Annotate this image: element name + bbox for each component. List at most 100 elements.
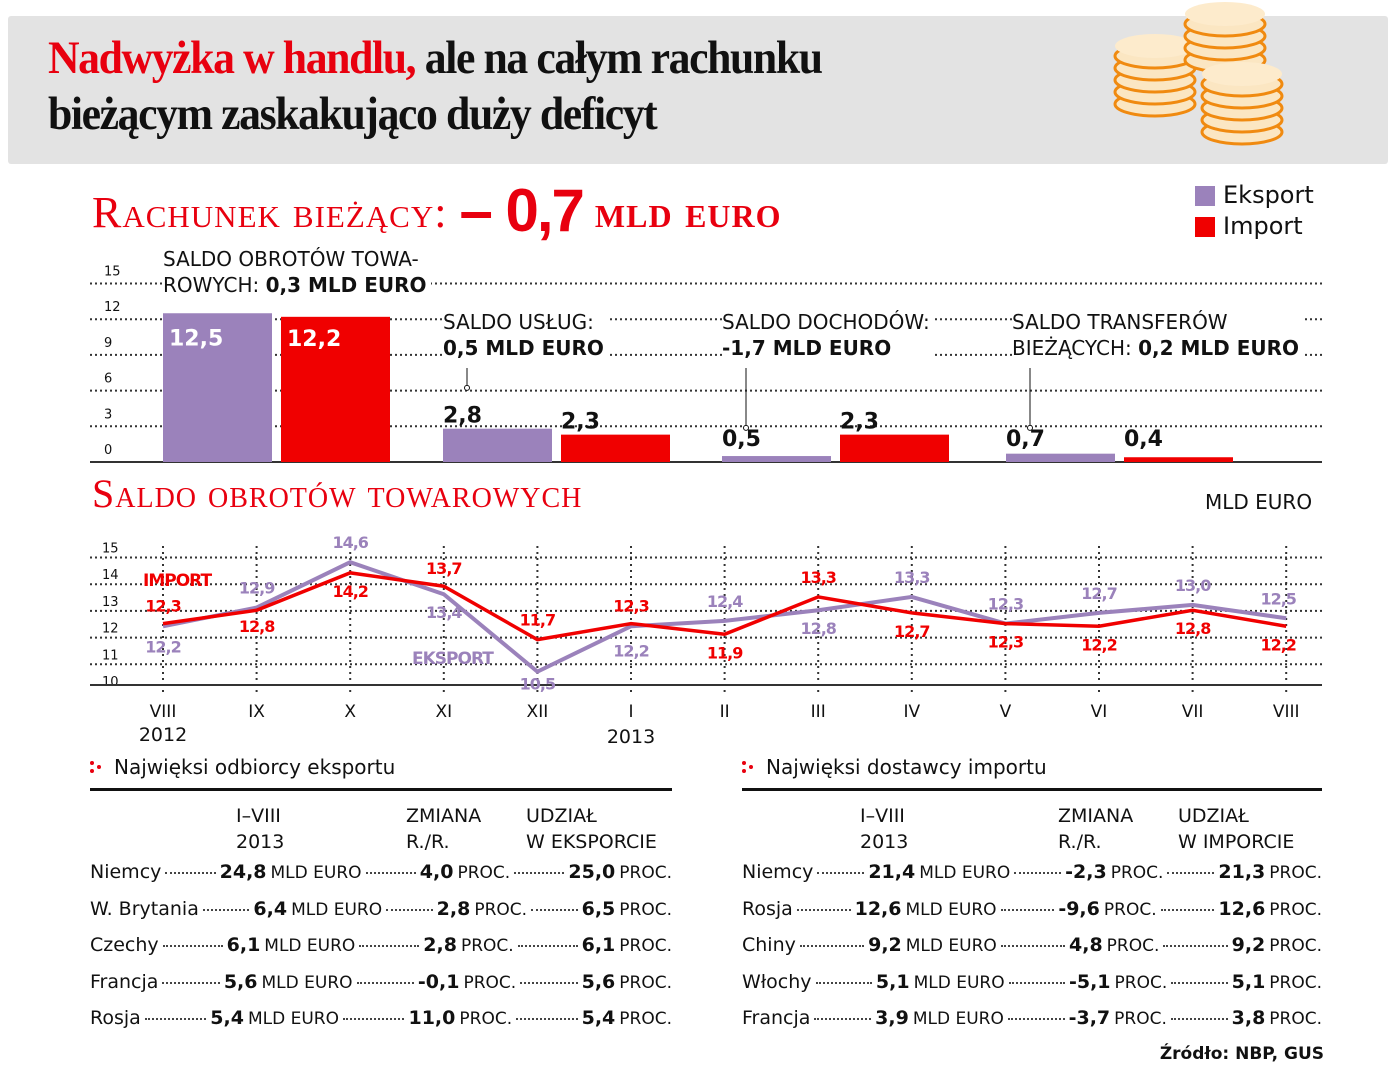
svg-text:VIII: VIII — [150, 702, 177, 722]
svg-text:VI: VI — [1091, 702, 1108, 722]
svg-text:0,7: 0,7 — [1006, 427, 1045, 452]
col-share: UDZIAŁ W IMPORCIE — [1178, 805, 1295, 853]
svg-text:XII: XII — [527, 702, 549, 722]
table-row: Włochy 5,1 MLD EURO -5,1 PROC. 5,1 PROC. — [742, 970, 1323, 993]
svg-text:12,4: 12,4 — [707, 592, 743, 611]
col-change: ZMIANA R./R. — [406, 805, 482, 853]
export-table: Najwięksi odbiorcy eksportu I–VIII 2013 Z… — [90, 752, 672, 1044]
bar-annotation: SALDO TRANSFERÓW BIEŻĄCYCH: 0,2 MLD EURO — [1012, 309, 1304, 361]
svg-text:14: 14 — [102, 568, 119, 583]
svg-text:12,8: 12,8 — [800, 619, 836, 638]
svg-text:12,8: 12,8 — [239, 617, 275, 636]
svg-text:13,3: 13,3 — [800, 568, 835, 587]
table-row: Rosja 5,4 MLD EURO 11,0 PROC. 5,4 PROC. — [90, 1007, 672, 1029]
legend-import-label: Import — [1223, 212, 1303, 240]
line-chart-title: Saldo obrotów towarowych — [92, 471, 583, 516]
svg-text:13,0: 13,0 — [1175, 576, 1211, 595]
table-row: Rosja 12,6 MLD EURO -9,6 PROC. 12,6 PROC. — [742, 897, 1323, 920]
table-row: Chiny 9,2 MLD EURO 4,8 PROC. 9,2 PROC. — [742, 934, 1322, 956]
svg-text:2,3: 2,3 — [561, 410, 600, 435]
svg-text:2,3: 2,3 — [840, 410, 879, 435]
import-swatch — [1195, 216, 1215, 237]
legend-eksport: Eksport — [1195, 180, 1314, 211]
country-name: Francja — [90, 970, 159, 993]
country-name: Niemcy — [90, 861, 162, 883]
legend-import: Import — [1195, 211, 1314, 242]
svg-text:0: 0 — [104, 443, 112, 458]
country-name: W. Brytania — [90, 897, 199, 920]
svg-text:II: II — [720, 702, 730, 722]
svg-text:0,5: 0,5 — [722, 427, 761, 452]
svg-text:14,2: 14,2 — [332, 582, 367, 601]
svg-text:12,8: 12,8 — [1175, 619, 1211, 638]
table-row: Francja 3,9 MLD EURO -3,7 PROC. 3,8 PROC. — [742, 1007, 1323, 1029]
bar-annotation: SALDO DOCHODÓW: -1,7 MLD EURO — [722, 309, 934, 361]
svg-text:XI: XI — [435, 702, 452, 722]
svg-text:12,2: 12,2 — [613, 641, 648, 660]
svg-text:12,3: 12,3 — [145, 597, 180, 616]
svg-text:IV: IV — [903, 702, 920, 722]
svg-text:2013: 2013 — [607, 726, 655, 745]
import-table-rule — [742, 788, 1322, 791]
country-name: Rosja — [742, 897, 793, 920]
table-row: Francja 5,6 MLD EURO -0,1 PROC. 5,6 PROC. — [90, 970, 672, 993]
headline: Nadwyżka w handlu, ale na całym rachunku… — [48, 30, 823, 142]
svg-text:15: 15 — [102, 542, 119, 557]
svg-text:2012: 2012 — [139, 724, 187, 745]
import-table-title-row: Najwięksi dostawcy importu — [742, 752, 1322, 782]
table-row: Czechy 6,1 MLD EURO 2,8 PROC. 6,1 PROC. — [90, 934, 672, 956]
svg-text:14,6: 14,6 — [332, 533, 368, 552]
svg-text:12,9: 12,9 — [239, 579, 275, 598]
table-row: Niemcy 24,8 MLD EURO 4,0 PROC. 25,0 PROC. — [90, 861, 672, 883]
svg-text:12,3: 12,3 — [988, 633, 1023, 652]
svg-text:11,7: 11,7 — [520, 611, 555, 630]
headline-line2: bieżącym zaskakująco duży deficyt — [48, 88, 658, 140]
svg-text:I: I — [628, 702, 633, 722]
svg-text:12: 12 — [104, 300, 121, 315]
bullet-icon — [742, 759, 756, 775]
svg-text:V: V — [1000, 702, 1012, 722]
country-name: Czechy — [90, 934, 159, 956]
import-table-title: Najwięksi dostawcy importu — [766, 755, 1047, 779]
import-table: Najwięksi dostawcy importu I–VIII 2013 ZM… — [742, 752, 1322, 1044]
svg-text:12,7: 12,7 — [1081, 584, 1116, 603]
bar-import — [1124, 457, 1233, 462]
svg-text:13,3: 13,3 — [894, 568, 929, 587]
bullet-icon — [90, 759, 104, 775]
import-table-header: I–VIII 2013 ZMIANA R./R. UDZIAŁ W IMPORCIE — [742, 803, 1322, 861]
svg-text:10,5: 10,5 — [520, 675, 556, 694]
bar-import — [561, 434, 670, 462]
country-name: Rosja — [90, 1007, 141, 1029]
col-change: ZMIANA R./R. — [1058, 805, 1134, 853]
svg-text:X: X — [344, 702, 356, 722]
bar-annotation: SALDO USŁUG: 0,5 MLD EURO — [443, 309, 608, 361]
svg-text:13,7: 13,7 — [426, 559, 461, 578]
current-account-title: Rachunek bieżący: – 0,7 mld euro — [92, 176, 782, 245]
bar-eksport — [722, 456, 831, 462]
svg-text:9: 9 — [104, 336, 112, 351]
svg-text:11,9: 11,9 — [707, 643, 743, 662]
bar-eksport — [443, 428, 552, 462]
source-note: Źródło: NBP, GUS — [1159, 1044, 1324, 1064]
svg-text:15: 15 — [104, 265, 121, 280]
svg-text:IMPORT: IMPORT — [143, 571, 212, 591]
svg-text:13: 13 — [102, 595, 119, 610]
country-name: Niemcy — [742, 861, 814, 883]
col-period: I–VIII 2013 — [860, 805, 909, 853]
export-table-title: Najwięksi odbiorcy eksportu — [114, 755, 396, 779]
current-account-value: – 0,7 — [459, 177, 584, 244]
svg-text:III: III — [811, 702, 826, 722]
svg-text:12,5: 12,5 — [1260, 589, 1296, 608]
svg-text:11: 11 — [102, 648, 119, 663]
export-table-title-row: Najwięksi odbiorcy eksportu — [90, 752, 672, 782]
col-period: I–VIII 2013 — [236, 805, 285, 853]
eksport-swatch — [1195, 185, 1215, 206]
bar-annotation: SALDO OBROTÓW TOWA- ROWYCH: 0,3 MLD EURO — [163, 246, 431, 298]
svg-text:12,7: 12,7 — [894, 622, 929, 641]
svg-text:3: 3 — [104, 407, 112, 422]
import-line — [162, 571, 1287, 642]
svg-text:12,3: 12,3 — [988, 595, 1023, 614]
bar-import — [840, 434, 949, 462]
col-share: UDZIAŁ W EKSPORCIE — [526, 805, 657, 853]
bar-eksport — [1006, 453, 1115, 462]
